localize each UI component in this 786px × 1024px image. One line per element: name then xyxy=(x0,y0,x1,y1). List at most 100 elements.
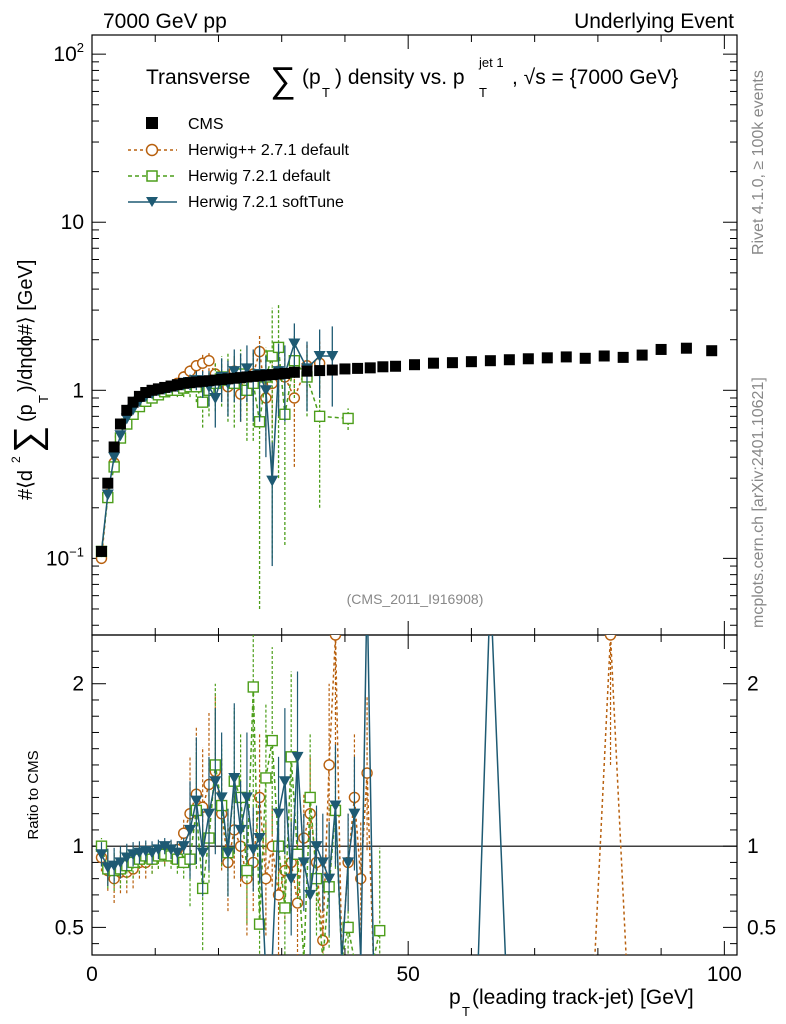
point-cms xyxy=(279,367,291,379)
ratio-point-h721 xyxy=(241,864,253,877)
title-jet-sup: jet 1 xyxy=(478,55,504,70)
point-soft xyxy=(288,338,301,350)
legend-h721-label: Herwig 7.2.1 default xyxy=(188,168,331,185)
point-cms xyxy=(133,390,145,402)
legend-soft-label: Herwig 7.2.1 softTune xyxy=(188,194,344,211)
ylabel-part-c: )/dηdϕ#⟩ [GeV] xyxy=(15,260,37,392)
y-tick-label: 10−1 xyxy=(46,544,84,570)
legend: CMS Herwig++ 2.7.1 default Herwig 7.2.1 … xyxy=(128,116,350,211)
ratio-point-soft xyxy=(228,772,241,784)
ratio-series xyxy=(95,635,627,955)
point-soft xyxy=(209,392,222,404)
ratio-point-h721 xyxy=(253,918,266,930)
ratio-point-soft xyxy=(329,800,342,812)
point-cms xyxy=(560,351,572,363)
point-soft xyxy=(228,366,241,378)
ylabel-part-sum: ∑ xyxy=(7,426,49,453)
point-cms xyxy=(190,376,202,388)
ratio-point-h721 xyxy=(260,772,272,784)
point-cms xyxy=(121,404,133,416)
point-cms xyxy=(598,350,610,362)
point-cms xyxy=(390,360,402,372)
ratio-point-h721 xyxy=(374,924,386,937)
point-cms xyxy=(579,352,591,364)
xlabel-rest: (leading track-jet) [GeV] xyxy=(472,986,694,1009)
ylabel-part-b: (p xyxy=(15,404,37,422)
point-cms xyxy=(266,369,278,381)
ratio-point-soft xyxy=(221,847,234,859)
y-axis-label-main: #⟨d 2 ∑ (p T )/dηdϕ#⟩ [GeV] xyxy=(7,260,51,500)
point-cms xyxy=(427,357,439,369)
point-cms xyxy=(617,351,629,363)
point-cms xyxy=(140,387,152,399)
ratio-point-soft xyxy=(297,857,310,869)
point-cms xyxy=(171,379,183,391)
ylabel-part-sup: 2 xyxy=(9,456,23,463)
xlabel-sub: T xyxy=(462,1004,470,1019)
point-soft xyxy=(120,413,133,425)
ratio-point-herwigpp xyxy=(329,635,342,641)
mcplots-label: mcplots.cern.ch [arXiv:2401.10621] xyxy=(750,377,767,628)
ratio-point-soft xyxy=(234,824,247,836)
point-cms xyxy=(260,369,272,381)
ratio-point-soft xyxy=(215,792,228,804)
ratio-point-soft xyxy=(196,847,209,859)
ratio-point-soft xyxy=(177,841,190,853)
legend-cms-label: CMS xyxy=(188,116,224,133)
ratio-tick-label-right: 2 xyxy=(747,673,759,696)
point-cms xyxy=(178,377,190,389)
point-soft xyxy=(313,350,326,362)
point-cms xyxy=(184,377,196,389)
point-cms xyxy=(95,545,107,557)
point-cms xyxy=(503,354,515,366)
ratio-point-soft xyxy=(158,841,171,853)
x-tick-label: 0 xyxy=(86,963,98,986)
point-soft xyxy=(101,489,114,501)
ratio-point-herwigpp xyxy=(317,934,329,947)
ylabel-part-a: #⟨d xyxy=(15,470,37,500)
point-cms xyxy=(203,375,215,387)
point-cms xyxy=(655,343,667,355)
point-cms xyxy=(446,357,458,369)
ratio-point-soft xyxy=(240,792,253,804)
ratio-point-soft xyxy=(304,889,317,901)
point-cms xyxy=(114,418,126,430)
point-cms xyxy=(216,373,228,385)
point-cms xyxy=(465,356,477,368)
point-cms xyxy=(326,364,338,376)
ratio-point-soft xyxy=(165,844,178,856)
ratio-point-soft xyxy=(310,841,323,853)
ratio-tick-label-right: 0.5 xyxy=(747,916,776,939)
point-cms xyxy=(209,374,221,386)
ratio-tick-label-right: 1 xyxy=(747,835,759,858)
ratio-axes: 0 50 100 0.5 0.5 1 1 2 2 xyxy=(55,635,776,986)
point-cms xyxy=(108,441,120,453)
rivet-label: Rivet 4.1.0, ≥ 100k events xyxy=(750,70,767,255)
ratio-tick-label: 1 xyxy=(72,835,84,858)
point-cms xyxy=(152,383,164,395)
point-cms xyxy=(680,342,692,354)
title-transverse: Transverse xyxy=(146,66,250,89)
header-left: 7000 GeV pp xyxy=(103,10,227,33)
ratio-point-herwigpp xyxy=(355,872,367,885)
point-h721 xyxy=(108,461,120,473)
plot-title: Transverse ∑ (p T ) density vs. p T jet … xyxy=(146,55,678,100)
point-cms xyxy=(364,362,376,374)
analysis-watermark: (CMS_2011_I916908) xyxy=(347,591,484,607)
ratio-point-soft xyxy=(278,776,291,788)
title-sqrt-s: , √s = {7000 GeV} xyxy=(512,66,678,89)
xlabel-p: p xyxy=(449,986,461,1009)
point-cms xyxy=(522,353,534,365)
legend-cms-marker xyxy=(146,117,158,129)
point-cms xyxy=(352,362,364,374)
ratio-point-soft xyxy=(348,808,361,820)
ratio-point-soft xyxy=(253,833,266,845)
ratio-point-soft xyxy=(323,873,336,885)
point-h721 xyxy=(196,396,209,408)
point-cms xyxy=(102,477,114,489)
ratio-point-soft xyxy=(152,844,165,856)
point-cms xyxy=(228,372,240,384)
point-cms xyxy=(254,370,266,382)
ratio-point-herwigpp xyxy=(279,864,291,877)
